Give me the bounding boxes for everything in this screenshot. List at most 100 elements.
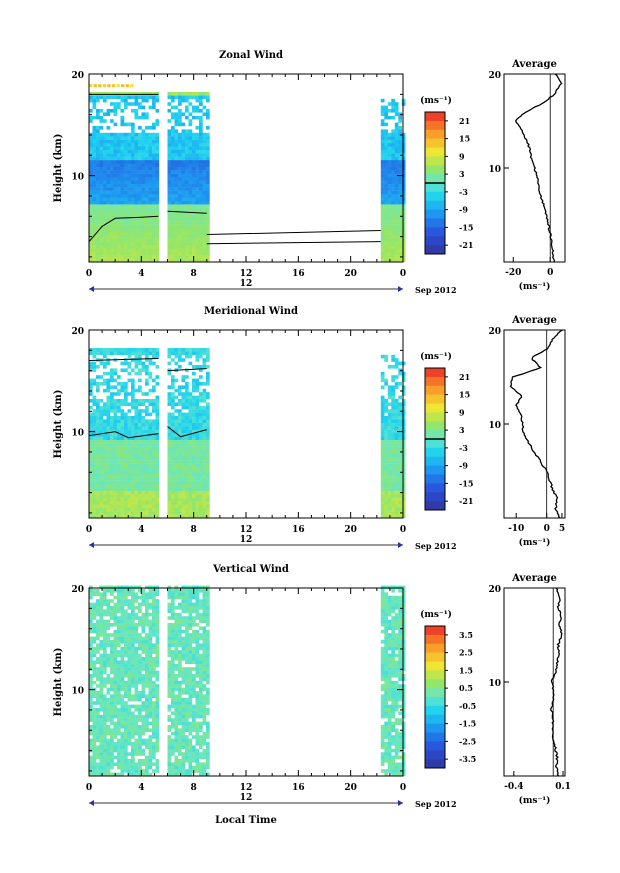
colorbar-tick-label: 15: [459, 390, 470, 400]
contour-lines: [88, 93, 381, 245]
contour-lines: [88, 357, 207, 439]
colorbar-tick-label: 21: [459, 116, 470, 126]
profile-x-label: (ms⁻¹): [519, 281, 551, 292]
x-tick-label: 0: [86, 525, 92, 535]
x-tick-label: 0: [400, 269, 406, 279]
colorbar-tick-label: 3: [459, 169, 465, 179]
x-tick-label: 20: [344, 269, 357, 279]
colorbar-tick-label: 21: [459, 372, 470, 382]
colorbar: [424, 625, 448, 769]
x-tick-label: 20: [344, 783, 357, 793]
date-label: Sep 2012: [415, 541, 457, 551]
x-tick-label: 4: [138, 525, 144, 535]
y-tick-label: 20: [71, 327, 84, 337]
profile-line: [509, 329, 563, 519]
profile-y-tick-label: 10: [488, 679, 501, 689]
colorbar-tick-label: 15: [459, 134, 470, 144]
date-label: Sep 2012: [415, 285, 457, 295]
colorbar-tick-label: 9: [459, 151, 465, 161]
profile-plot: Average 10 20 -20 0 (ms⁻¹): [488, 59, 566, 292]
profile-x-tick-label: 0.1: [555, 782, 571, 792]
date-label: Sep 2012: [415, 799, 457, 809]
day-label: 12: [240, 793, 253, 803]
profile-line: [550, 587, 563, 777]
y-ticks: [89, 329, 403, 514]
x-axis-label: Local Time: [215, 815, 277, 826]
colorbar-tick-label: -9: [459, 461, 468, 471]
x-tick-label: 12: [240, 783, 253, 793]
panel-title: Zonal Wind: [219, 50, 283, 61]
profile-x-tick-label: 0: [544, 524, 550, 534]
x-tick-label: 0: [86, 783, 92, 793]
x-tick-label: 4: [138, 783, 144, 793]
profile-x-tick-label: 5: [559, 524, 565, 534]
day-label: 12: [240, 535, 253, 545]
colorbar-tick-label: -0.5: [459, 701, 476, 711]
x-tick-label: 20: [344, 525, 357, 535]
y-axis-label: Height (km): [53, 134, 64, 203]
day-label: 12: [240, 279, 253, 289]
profile-y-tick-label: 20: [488, 327, 501, 337]
y-tick-label: 20: [71, 71, 84, 81]
x-ticks: [88, 588, 404, 776]
profile-y-tick-label: 20: [488, 71, 501, 81]
panel-2: Vertical Wind 0 4 8 12 16 20 0 10 20 Height (km) 12…: [53, 564, 571, 809]
colorbar-tick-label: 3: [459, 425, 465, 435]
y-ticks: [89, 587, 403, 772]
profile-y-tick-label: 10: [488, 165, 501, 175]
profile-plot: Average 10 20 -0.4 0.1 (ms⁻¹): [488, 573, 570, 806]
colorbar-tick-label: 0.5: [459, 683, 473, 693]
heatmap-cells: [89, 348, 406, 519]
x-ticks: [88, 74, 404, 262]
x-tick-label: 8: [191, 525, 197, 535]
x-tick-label: 0: [86, 269, 92, 279]
profile-title: Average: [511, 315, 557, 326]
colorbar-unit: (ms⁻¹): [420, 95, 452, 106]
profile-x-tick-label: -0.4: [504, 782, 523, 792]
x-tick-label: 16: [292, 525, 305, 535]
panel-0: Zonal Wind 0 4 8 12 16 20 0 10 20 Height (km) 12 Sep…: [53, 50, 566, 295]
colorbar-tick-label: 9: [459, 407, 465, 417]
profile-x-label: (ms⁻¹): [519, 537, 551, 548]
y-tick-label: 10: [71, 429, 84, 439]
x-ticks: [88, 330, 404, 518]
colorbar-tick-label: -21: [459, 496, 473, 506]
x-tick-label: 8: [191, 783, 197, 793]
colorbar-tick-label: -9: [459, 205, 468, 215]
y-ticks: [89, 73, 403, 258]
colorbar-tick-label: 1.5: [459, 665, 473, 675]
y-tick-label: 10: [71, 173, 84, 183]
profile-x-label: (ms⁻¹): [519, 795, 551, 806]
profile-title: Average: [511, 573, 557, 584]
colorbar-tick-label: -3: [459, 443, 468, 453]
y-tick-label: 20: [71, 585, 84, 595]
colorbar-tick-label: -3: [459, 187, 468, 197]
colorbar-tick-label: -2.5: [459, 736, 476, 746]
colorbar-tick-label: 3.5: [459, 630, 473, 640]
colorbar-tick-label: -1.5: [459, 719, 476, 729]
colorbar: [424, 111, 448, 255]
profile-x-tick-label: 0: [547, 268, 553, 278]
colorbar-tick-label: -21: [459, 240, 473, 250]
profile-y-tick-label: 10: [488, 421, 501, 431]
profile-y-tick-label: 20: [488, 585, 501, 595]
profile-frame: [503, 329, 566, 519]
x-tick-label: 12: [240, 269, 253, 279]
colorbar-unit: (ms⁻¹): [420, 351, 452, 362]
y-tick-label: 10: [71, 687, 84, 697]
profile-title: Average: [511, 59, 557, 70]
colorbar-tick-label: -3.5: [459, 754, 476, 764]
colorbar-tick-label: -15: [459, 478, 473, 488]
panel-title: Meridional Wind: [204, 306, 298, 317]
profile-x-tick-label: -20: [505, 268, 521, 278]
profile-line: [514, 73, 563, 262]
x-tick-label: 12: [240, 525, 253, 535]
x-tick-label: 0: [400, 783, 406, 793]
colorbar: [424, 367, 448, 511]
panel-title: Vertical Wind: [212, 564, 289, 575]
colorbar-unit: (ms⁻¹): [420, 609, 452, 620]
y-axis-label: Height (km): [53, 648, 64, 717]
x-tick-label: 8: [191, 269, 197, 279]
x-tick-label: 4: [138, 269, 144, 279]
